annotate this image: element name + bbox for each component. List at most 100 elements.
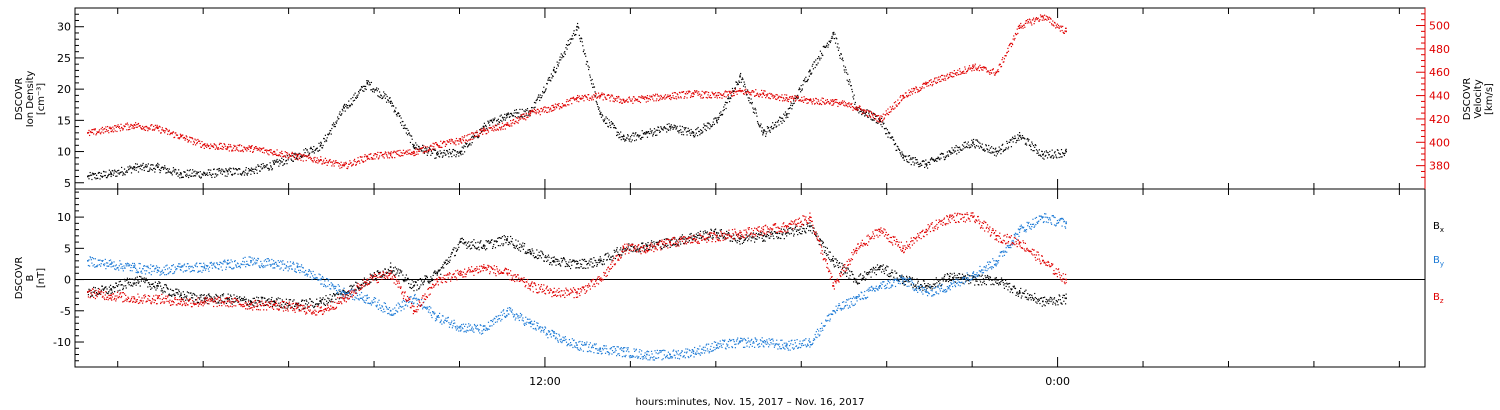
velocity-sample bbox=[435, 141, 437, 144]
velocity-sample bbox=[251, 144, 253, 147]
Bx-sample bbox=[286, 302, 289, 305]
density-sample bbox=[682, 134, 685, 136]
velocity-sample bbox=[986, 71, 988, 73]
density-sample bbox=[233, 168, 235, 170]
velocity-sample bbox=[540, 107, 543, 110]
Bx-sample bbox=[553, 261, 555, 263]
velocity-sample bbox=[147, 130, 149, 132]
density-sample bbox=[185, 175, 187, 178]
density-sample bbox=[373, 88, 375, 90]
velocity-sample bbox=[210, 143, 212, 145]
Bx-sample bbox=[525, 251, 527, 253]
Bx-sample bbox=[97, 287, 99, 290]
density-sample bbox=[145, 163, 147, 166]
density-sample bbox=[291, 159, 293, 161]
density-sample bbox=[690, 128, 692, 131]
velocity-sample bbox=[480, 128, 482, 131]
velocity-sample bbox=[153, 125, 155, 128]
density-sample bbox=[418, 146, 420, 148]
density-sample bbox=[178, 169, 180, 171]
velocity-sample bbox=[1058, 27, 1060, 30]
density-series bbox=[87, 22, 1067, 181]
velocity-sample bbox=[933, 78, 936, 80]
velocity-sample bbox=[511, 122, 513, 124]
density-sample bbox=[224, 171, 226, 173]
velocity-sample bbox=[850, 104, 852, 106]
Bx-sample bbox=[351, 288, 353, 290]
density-sample bbox=[658, 129, 660, 132]
density-sample bbox=[834, 33, 836, 35]
Bx-sample bbox=[475, 247, 477, 250]
Bx-sample bbox=[192, 297, 194, 299]
velocity-sample bbox=[904, 96, 906, 98]
density-sample bbox=[347, 107, 349, 109]
density-sample bbox=[617, 134, 619, 136]
Bx-sample bbox=[434, 270, 436, 272]
velocity-sample bbox=[614, 98, 616, 100]
density-sample bbox=[155, 165, 157, 167]
Bx-sample bbox=[703, 233, 705, 235]
density-point bbox=[226, 170, 229, 173]
velocity-sample bbox=[260, 147, 262, 150]
density-sample bbox=[730, 94, 732, 96]
density-sample bbox=[841, 58, 843, 61]
velocity-sample bbox=[893, 108, 895, 110]
density-sample bbox=[903, 159, 905, 161]
Bx-sample bbox=[537, 257, 540, 259]
velocity-sample bbox=[1048, 16, 1050, 18]
density-sample bbox=[857, 109, 859, 112]
density-sample bbox=[152, 164, 154, 166]
density-sample bbox=[443, 149, 445, 152]
density-sample bbox=[625, 139, 627, 141]
Bx-sample bbox=[220, 295, 222, 297]
Bx-sample bbox=[390, 271, 392, 273]
density-point bbox=[785, 113, 788, 115]
velocity-sample bbox=[947, 77, 949, 80]
velocity-sample bbox=[997, 69, 999, 71]
density-sample bbox=[208, 172, 211, 174]
Bx-sample bbox=[524, 252, 526, 254]
density-sample bbox=[268, 168, 271, 170]
velocity-sample bbox=[547, 106, 550, 109]
Bx-sample bbox=[485, 240, 487, 242]
Bx-sample bbox=[162, 287, 165, 289]
Bx-point bbox=[296, 303, 299, 306]
Bx-sample bbox=[242, 299, 244, 302]
velocity-sample bbox=[286, 152, 289, 154]
Bx-sample bbox=[843, 273, 845, 275]
Bx-sample bbox=[415, 281, 417, 283]
velocity-sample bbox=[1052, 24, 1054, 26]
Bx-point bbox=[972, 278, 974, 281]
density-sample bbox=[246, 173, 248, 175]
density-sample bbox=[308, 153, 310, 155]
density-sample bbox=[684, 127, 686, 129]
density-sample bbox=[264, 165, 266, 167]
velocity-sample bbox=[985, 68, 987, 70]
velocity-sample bbox=[931, 85, 933, 87]
Bx-sample bbox=[721, 232, 724, 235]
density-sample bbox=[918, 163, 921, 165]
density-sample bbox=[232, 167, 235, 169]
Bx-sample bbox=[639, 251, 642, 253]
density-sample bbox=[725, 107, 727, 110]
Bx-sample bbox=[466, 242, 469, 244]
density-sample bbox=[518, 112, 520, 114]
velocity-sample bbox=[713, 94, 715, 96]
density-sample bbox=[213, 168, 215, 170]
velocity-sample bbox=[989, 73, 991, 75]
velocity-sample bbox=[642, 97, 644, 100]
density-sample bbox=[226, 175, 228, 177]
density-point bbox=[319, 144, 322, 147]
Bx-sample bbox=[224, 300, 226, 303]
density-sample bbox=[1024, 143, 1026, 145]
velocity-sample bbox=[866, 114, 868, 117]
velocity-sample bbox=[800, 99, 802, 101]
density-sample bbox=[975, 139, 977, 141]
velocity-sample bbox=[771, 95, 773, 97]
Bx-sample bbox=[434, 272, 437, 275]
velocity-sample bbox=[878, 121, 880, 123]
Bx-sample bbox=[649, 249, 651, 251]
velocity-sample bbox=[978, 66, 980, 68]
Bx-sample bbox=[539, 255, 541, 257]
velocity-sample bbox=[220, 142, 222, 145]
